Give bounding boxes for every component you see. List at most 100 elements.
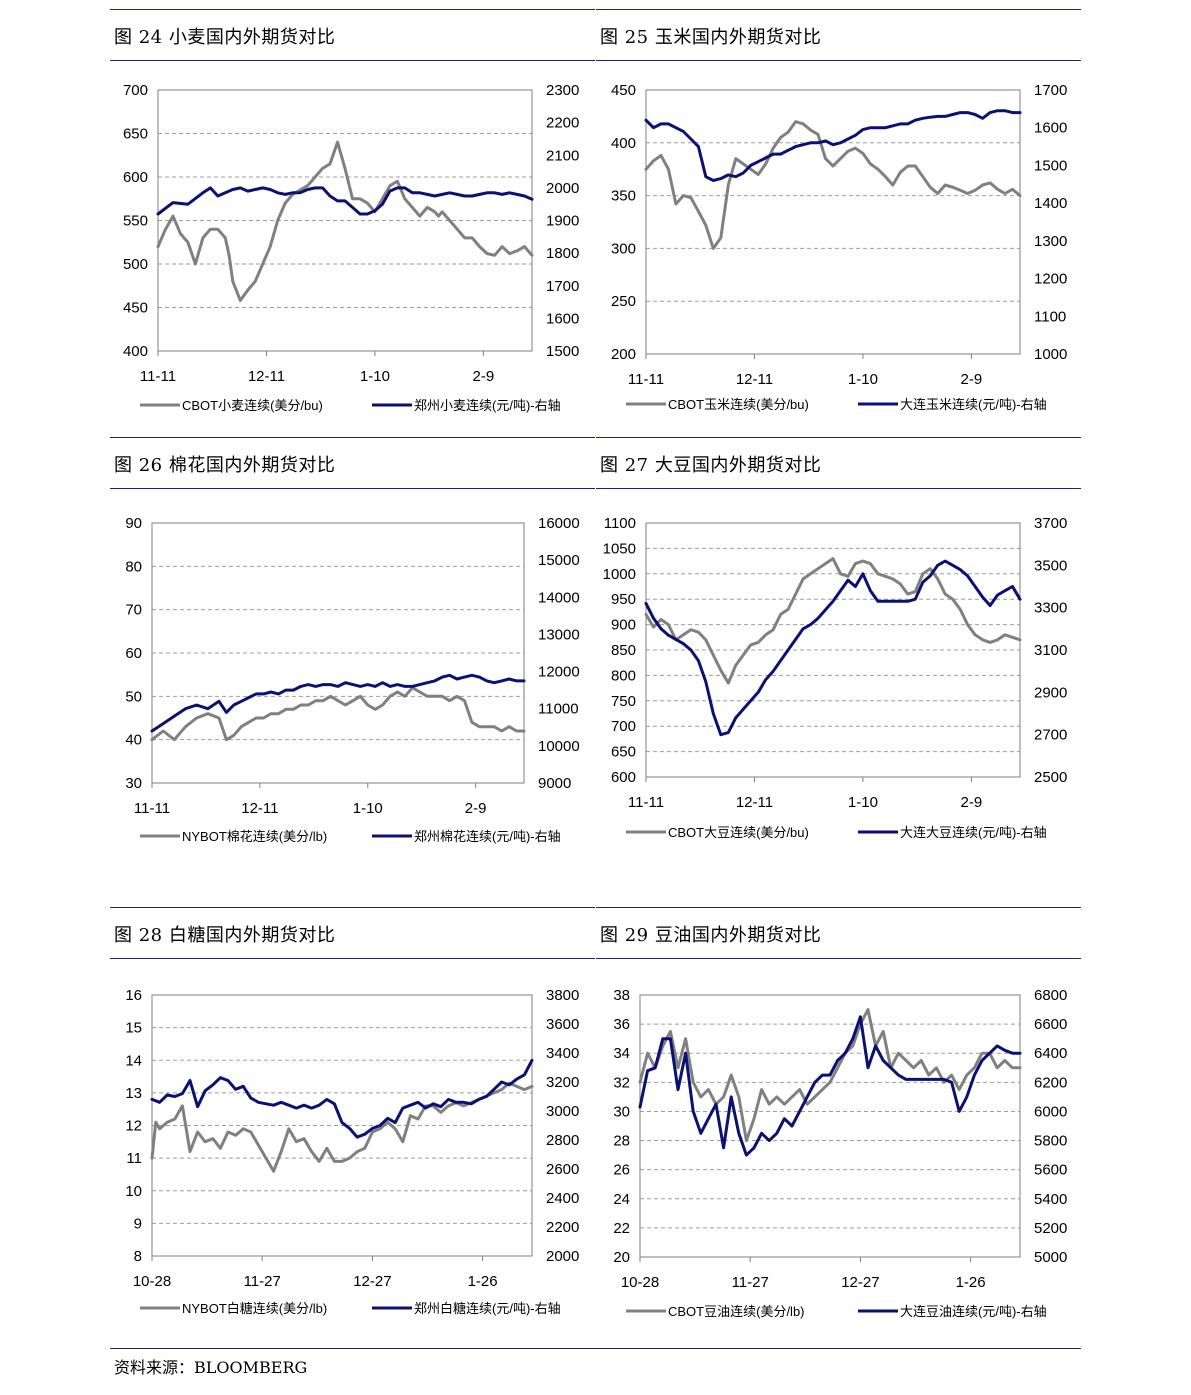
chart-title: 图 25 玉米国内外期货对比: [600, 27, 822, 48]
legend-label: CBOT豆油连续(美分/lb): [668, 1304, 805, 1319]
legend-label: NYBOT白糖连续(美分/lb): [182, 1301, 327, 1316]
left-axis-tick-label: 30: [613, 1103, 630, 1120]
panel-top-rule: [110, 437, 595, 438]
series-line-domestic: [638, 1015, 1022, 1157]
left-axis-tick-label: 30: [125, 775, 142, 792]
panel-top-rule: [596, 9, 1081, 10]
x-axis-tick-label: 1-10: [360, 368, 390, 385]
right-axis-tick-label: 2600: [546, 1161, 579, 1178]
right-axis-tick-label: 12000: [538, 664, 580, 681]
left-axis-tick-label: 10: [125, 1183, 142, 1200]
left-axis-tick-label: 700: [611, 718, 636, 735]
x-axis-tick-label: 1-10: [848, 794, 878, 811]
legend-label: 大连大豆连续(元/吨)-右轴: [900, 825, 1047, 840]
left-axis-tick-label: 300: [611, 240, 636, 257]
chart-title: 图 26 棉花国内外期货对比: [114, 455, 336, 476]
x-axis-tick-label: 1-26: [468, 1273, 498, 1290]
x-axis-tick-label: 2-9: [473, 368, 495, 385]
chart-svg: 30 40 50 60 70 80 90 9000 10000 11000 12000 13000 14…: [125, 515, 580, 844]
right-axis-tick-label: 3800: [546, 987, 579, 1004]
series-line-domestic: [156, 186, 534, 216]
panel-title-rule: [596, 488, 1081, 489]
left-axis-tick-label: 9: [134, 1215, 142, 1232]
right-axis-tick-label: 6800: [1034, 987, 1067, 1004]
x-axis-tick-label: 11-11: [140, 368, 176, 385]
panel-title-rule: [110, 958, 595, 959]
right-axis-tick-label: 2100: [546, 147, 579, 164]
left-axis-tick-label: 40: [125, 732, 142, 749]
left-axis-tick-label: 450: [123, 300, 148, 317]
right-axis-tick-label: 13000: [538, 626, 580, 643]
left-axis-tick-label: 350: [611, 188, 636, 205]
right-axis-tick-label: 3300: [1034, 600, 1067, 617]
right-axis-tick-label: 5800: [1034, 1133, 1067, 1150]
right-axis-tick-label: 2200: [546, 115, 579, 132]
series-line-domestic: [150, 1058, 534, 1139]
plot-frame: [645, 89, 1021, 355]
left-axis-tick-label: 11: [126, 1150, 142, 1167]
left-axis-tick-label: 22: [613, 1220, 630, 1237]
panel-title-rule: [596, 60, 1081, 61]
left-axis-tick-label: 450: [611, 82, 636, 99]
chart-title: 图 28 白糖国内外期货对比: [114, 925, 336, 946]
left-axis-tick-label: 800: [611, 667, 636, 684]
legend-label: 大连豆油连续(元/吨)-右轴: [900, 1304, 1047, 1319]
x-axis-tick-label: 12-11: [736, 794, 773, 811]
left-axis-tick-label: 650: [123, 126, 148, 143]
legend-label: CBOT小麦连续(美分/bu): [182, 398, 323, 413]
right-axis-tick-label: 9000: [538, 775, 571, 792]
right-axis-tick-label: 6600: [1034, 1016, 1067, 1033]
chart-title: 图 27 大豆国内外期货对比: [600, 455, 822, 476]
right-axis-tick-label: 2700: [1034, 727, 1067, 744]
series-line-international: [156, 140, 534, 302]
right-axis-tick-label: 1800: [546, 245, 579, 262]
right-axis-tick-label: 5600: [1034, 1162, 1067, 1179]
right-axis-tick-label: 5000: [1034, 1249, 1067, 1266]
right-axis-tick-label: 1000: [1034, 346, 1067, 363]
panel-title-rule: [596, 958, 1081, 959]
left-axis-tick-label: 8: [134, 1248, 142, 1265]
right-axis-tick-label: 3200: [546, 1074, 579, 1091]
left-axis-tick-label: 80: [125, 558, 142, 575]
right-axis-tick-label: 1700: [1034, 82, 1067, 99]
chart-title: 图 29 豆油国内外期货对比: [600, 925, 822, 946]
left-axis-tick-label: 24: [613, 1191, 630, 1208]
right-axis-tick-label: 1200: [1034, 271, 1067, 288]
left-axis-tick-label: 90: [125, 515, 142, 532]
series-line-domestic: [644, 559, 1022, 737]
right-axis-tick-label: 1700: [546, 278, 579, 295]
right-axis-tick-label: 1500: [546, 343, 579, 360]
chart-svg: 400 450 500 550 600 650 700 1500 1600 1700 1800 190…: [123, 82, 579, 413]
right-axis-tick-label: 10000: [538, 738, 580, 755]
right-axis-tick-label: 2000: [546, 180, 579, 197]
series-line-international: [150, 686, 526, 742]
right-axis-tick-label: 3500: [1034, 557, 1067, 574]
left-axis-tick-label: 850: [611, 642, 636, 659]
left-axis-tick-label: 36: [613, 1016, 630, 1033]
chart-svg: 8 9 10 11 12 13 14 15 16 2000 2200 2400 2600 2800 3000…: [125, 987, 579, 1316]
series-line-international: [638, 1008, 1022, 1143]
panel-title-rule: [110, 488, 595, 489]
left-axis-tick-label: 750: [611, 693, 636, 710]
left-axis-tick-label: 26: [613, 1162, 630, 1179]
right-axis-tick-label: 5200: [1034, 1220, 1067, 1237]
legend-label: 郑州白糖连续(元/吨)-右轴: [414, 1301, 561, 1316]
x-axis-tick-label: 1-10: [353, 800, 383, 817]
panel-top-rule: [596, 907, 1081, 908]
left-axis-tick-label: 250: [611, 293, 636, 310]
left-axis-tick-label: 1000: [603, 566, 636, 583]
left-axis-tick-label: 400: [611, 135, 636, 152]
panel-top-rule: [596, 437, 1081, 438]
x-axis-tick-label: 10-28: [133, 1273, 171, 1290]
plot-frame: [157, 89, 533, 352]
series-line-international: [644, 557, 1022, 685]
x-axis-tick-label: 12-27: [841, 1274, 879, 1291]
legend-label: 郑州小麦连续(元/吨)-右轴: [414, 398, 561, 413]
right-axis-tick-label: 16000: [538, 515, 580, 532]
right-axis-tick-label: 6000: [1034, 1103, 1067, 1120]
x-axis-tick-label: 12-11: [248, 368, 285, 385]
right-axis-tick-label: 3000: [546, 1103, 579, 1120]
plot-frame: [151, 522, 525, 784]
right-axis-tick-label: 3700: [1034, 515, 1067, 532]
x-axis-tick-label: 1-26: [956, 1274, 986, 1291]
